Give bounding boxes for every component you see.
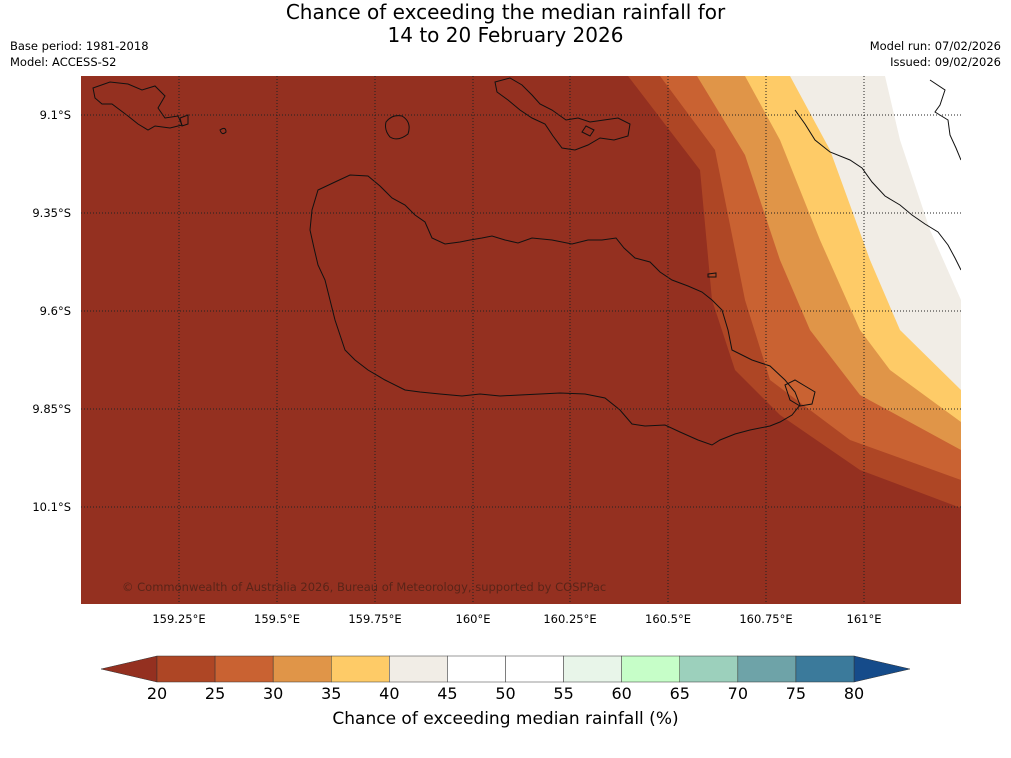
colorbar-label: Chance of exceeding median rainfall (%) <box>332 709 679 729</box>
colorbar-cell <box>447 655 506 683</box>
marau-islets <box>784 379 816 407</box>
lon-label: 160°E <box>455 612 491 626</box>
russell-islands <box>92 81 183 131</box>
lon-label: 159.5°E <box>254 612 300 626</box>
colorbar-low-arrow <box>100 655 158 683</box>
model-run-text: Model run: 07/02/2026 <box>869 39 1001 53</box>
lon-label: 160.75°E <box>739 612 793 626</box>
colorbar-cell <box>272 655 332 683</box>
colorbar-tick-label: 55 <box>553 684 574 703</box>
small-islet-2 <box>707 272 717 278</box>
probability-field <box>81 76 961 604</box>
colorbar-tick-label: 20 <box>146 684 168 703</box>
colorbar-tick-label: 40 <box>379 684 400 703</box>
issued-text: Issued: 09/02/2026 <box>890 55 1001 69</box>
colorbar-tick-label: 70 <box>727 684 748 703</box>
colorbar-cell <box>389 655 448 683</box>
florida-islet <box>581 125 595 137</box>
chart-title-line2: 14 to 20 February 2026 <box>387 23 624 47</box>
colorbar-tick-label: 45 <box>437 684 458 703</box>
lon-label: 160.5°E <box>645 612 691 626</box>
colorbar-high-arrow <box>853 655 911 683</box>
lat-label: 9.1°S <box>39 108 71 122</box>
colorbar-cell <box>214 655 274 683</box>
malaita-north <box>929 79 961 161</box>
colorbar-tick-label: 65 <box>669 684 690 703</box>
small-islet <box>219 127 227 135</box>
colorbar-cell <box>737 655 797 683</box>
lat-label: 10.1°S <box>32 500 71 514</box>
colorbar-tick-label: 50 <box>495 684 516 703</box>
colorbar-cell <box>505 655 564 683</box>
colorbar-tick-label: 80 <box>843 684 865 703</box>
lon-label: 159.25°E <box>152 612 206 626</box>
lat-label: 9.35°S <box>32 206 71 220</box>
colorbar-cell <box>795 655 855 683</box>
lon-label: 159.75°E <box>348 612 402 626</box>
copyright-text: © Commonwealth of Australia 2026, Bureau… <box>122 580 607 594</box>
lon-label: 161°E <box>846 612 882 626</box>
lat-label: 9.85°S <box>32 402 71 416</box>
colorbar-tick-label: 25 <box>204 684 226 703</box>
graticule <box>81 76 961 604</box>
colorbar-cell <box>563 655 622 683</box>
colorbar-tick-label: 75 <box>785 684 807 703</box>
lon-label: 160.25°E <box>543 612 597 626</box>
meta-left: Base period: 1981-2018 Model: ACCESS-S2 <box>10 38 149 70</box>
band-50-55 <box>885 76 961 300</box>
colorbar-tick-label: 35 <box>321 684 342 703</box>
florida-islands <box>494 77 631 151</box>
colorbar-cell <box>679 655 739 683</box>
colorbar-cell <box>156 655 216 683</box>
guadalcanal-coast <box>309 174 801 446</box>
base-period-text: Base period: 1981-2018 <box>10 39 149 53</box>
meta-right: Model run: 07/02/2026 Issued: 09/02/2026 <box>870 38 1001 70</box>
colorbar-tick-label: 30 <box>262 684 284 703</box>
colorbar-tick-label: 60 <box>611 684 632 703</box>
colorbar <box>100 655 911 683</box>
russell-islet <box>179 114 189 127</box>
lat-label: 9.6°S <box>39 304 71 318</box>
colorbar-cell <box>331 655 390 683</box>
chart-title-line1: Chance of exceeding the median rainfall … <box>285 0 726 24</box>
malaita-coast <box>794 109 961 271</box>
colorbar-cell <box>621 655 681 683</box>
model-text: Model: ACCESS-S2 <box>10 55 117 69</box>
savo-island <box>385 115 410 140</box>
coastlines <box>92 77 961 446</box>
